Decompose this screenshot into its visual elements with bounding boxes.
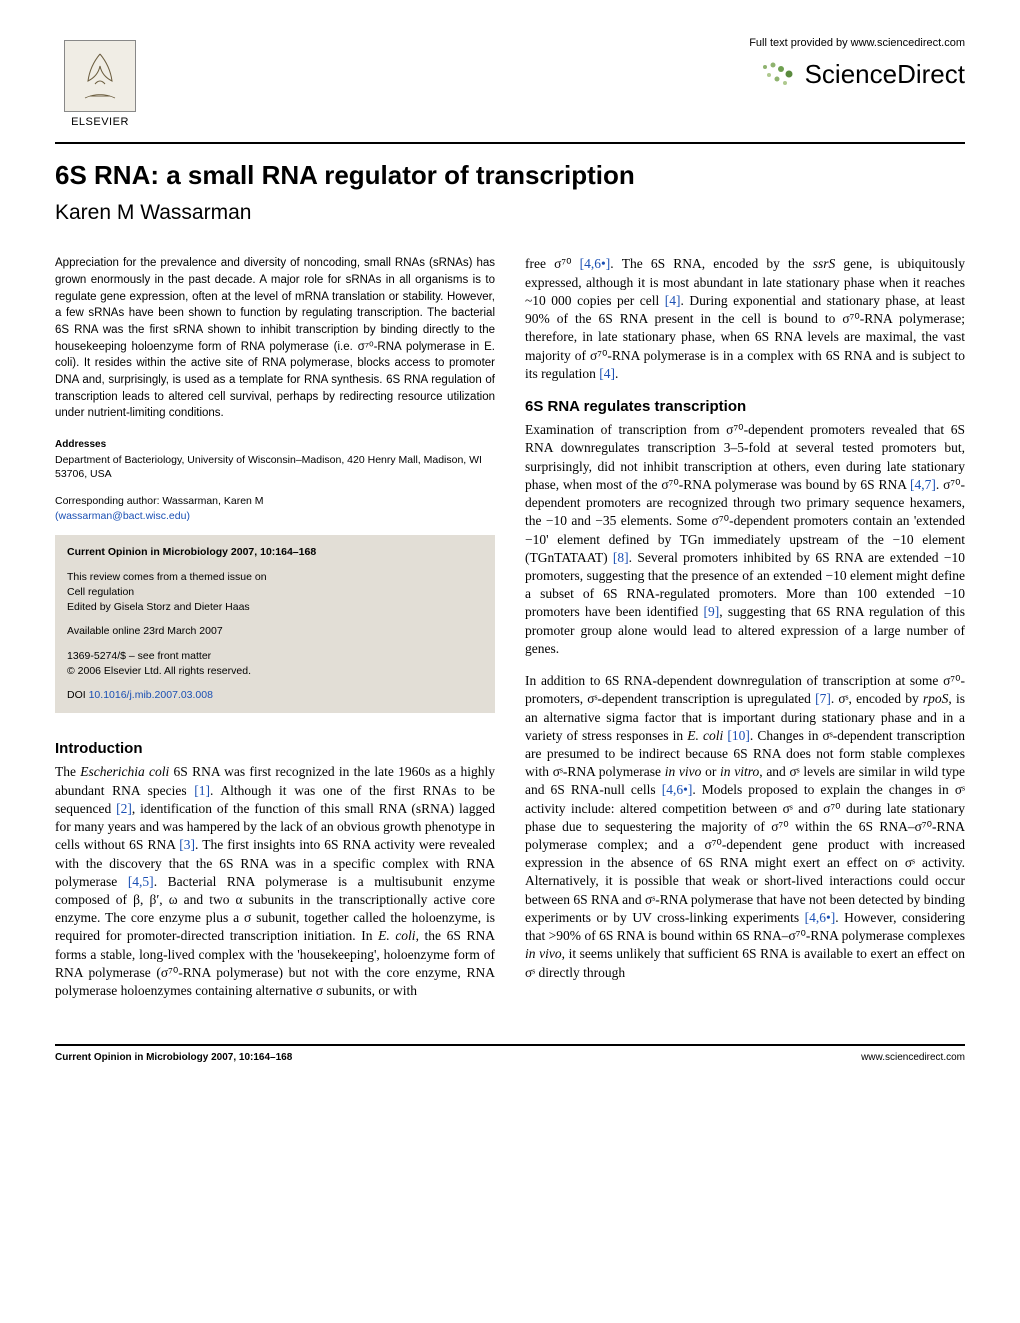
journal-info-box: Current Opinion in Microbiology 2007, 10…	[55, 535, 495, 713]
ref-link[interactable]: [8]	[613, 550, 629, 565]
article-title: 6S RNA: a small RNA regulator of transcr…	[55, 158, 965, 193]
text-span: . Models proposed to explain the changes…	[525, 782, 965, 925]
doi-link[interactable]: 10.1016/j.mib.2007.03.008	[89, 689, 213, 701]
header: ELSEVIER Full text provided by www.scien…	[55, 30, 965, 130]
provider-text: Full text provided by www.sciencedirect.…	[749, 36, 965, 51]
regulation-heading: 6S RNA regulates transcription	[525, 397, 965, 417]
issn-line: 1369-5274/$ – see front matter	[67, 650, 211, 662]
provider-block: Full text provided by www.sciencedirect.…	[749, 30, 965, 92]
doi-block: DOI 10.1016/j.mib.2007.03.008	[67, 688, 483, 703]
species-name: E. coli	[687, 728, 723, 743]
sciencedirect-icon	[757, 59, 797, 89]
provider-logo: ScienceDirect	[749, 57, 965, 92]
copyright-line: © 2006 Elsevier Ltd. All rights reserved…	[67, 665, 251, 677]
addresses-label: Addresses	[55, 438, 495, 452]
corresponding-email[interactable]: (wassarman@bact.wisc.edu)	[55, 510, 190, 522]
text-span: free σ⁷⁰	[525, 256, 580, 271]
left-column: Appreciation for the prevalence and dive…	[55, 255, 495, 1014]
latin-term: in vitro	[720, 764, 759, 779]
introduction-heading: Introduction	[55, 739, 495, 759]
footer-url: www.sciencedirect.com	[861, 1051, 965, 1065]
ref-link[interactable]: [7]	[815, 691, 831, 706]
gene-name: rpoS	[923, 691, 949, 706]
ref-link[interactable]: [4]	[665, 293, 681, 308]
text-span: or	[701, 764, 720, 779]
themed-line-2: Cell regulation	[67, 586, 134, 598]
regulation-paragraph-1: Examination of transcription from σ⁷⁰-de…	[525, 421, 965, 658]
right-column: free σ⁷⁰ [4,6•]. The 6S RNA, encoded by …	[525, 255, 965, 1014]
publisher-name: ELSEVIER	[71, 115, 129, 130]
themed-line-1: This review comes from a themed issue on	[67, 571, 267, 583]
text-span: , it seems unlikely that sufficient 6S R…	[525, 946, 965, 979]
corresponding-label: Corresponding author: Wassarman, Karen M	[55, 495, 264, 507]
ref-link[interactable]: [4,6•]	[662, 782, 693, 797]
elsevier-tree-icon	[64, 40, 136, 112]
corresponding-block: Corresponding author: Wassarman, Karen M…	[55, 494, 495, 523]
regulation-paragraph-2: In addition to 6S RNA-dependent downregu…	[525, 672, 965, 982]
gene-name: ssrS	[813, 256, 836, 271]
page-container: ELSEVIER Full text provided by www.scien…	[0, 0, 1020, 1090]
abstract: Appreciation for the prevalence and dive…	[55, 255, 495, 422]
ref-link[interactable]: [4,5]	[128, 874, 154, 889]
available-online: Available online 23rd March 2007	[67, 624, 483, 639]
introduction-paragraph: The Escherichia coli 6S RNA was first re…	[55, 763, 495, 1000]
ref-link[interactable]: [3]	[179, 837, 195, 852]
ref-link[interactable]: [4]	[599, 366, 615, 381]
ref-link[interactable]: [9]	[704, 604, 720, 619]
ref-link[interactable]: [1]	[194, 783, 210, 798]
two-column-layout: Appreciation for the prevalence and dive…	[55, 255, 965, 1014]
themed-issue: This review comes from a themed issue on…	[67, 570, 483, 616]
text-span: Examination of transcription from σ⁷⁰-de…	[525, 422, 965, 492]
text-span: The	[55, 764, 80, 779]
header-rule	[55, 142, 965, 144]
themed-line-3: Edited by Gisela Storz and Dieter Haas	[67, 601, 250, 613]
species-name: Escherichia coli	[80, 764, 169, 779]
latin-term: in vivo	[665, 764, 702, 779]
addresses-text: Department of Bacteriology, University o…	[55, 453, 495, 482]
ref-link[interactable]: [4,7]	[910, 477, 936, 492]
intro-continuation: free σ⁷⁰ [4,6•]. The 6S RNA, encoded by …	[525, 255, 965, 383]
page-footer: Current Opinion in Microbiology 2007, 10…	[55, 1044, 965, 1065]
ref-link[interactable]: [4,6•]	[580, 256, 611, 271]
ref-link[interactable]: [4,6•]	[805, 910, 836, 925]
footer-citation: Current Opinion in Microbiology 2007, 10…	[55, 1051, 292, 1065]
ref-link[interactable]: [10]	[727, 728, 750, 743]
publisher-block: ELSEVIER	[55, 30, 145, 130]
text-span: . The 6S RNA, encoded by the	[610, 256, 812, 271]
species-name: E. coli	[378, 928, 415, 943]
text-span: .	[615, 366, 618, 381]
text-span: . σˢ, encoded by	[831, 691, 923, 706]
ref-link[interactable]: [2]	[116, 801, 132, 816]
doi-label: DOI	[67, 689, 89, 701]
journal-citation: Current Opinion in Microbiology 2007, 10…	[67, 546, 316, 558]
provider-name: ScienceDirect	[805, 57, 965, 92]
author-name: Karen M Wassarman	[55, 199, 965, 227]
issn-copyright: 1369-5274/$ – see front matter © 2006 El…	[67, 649, 483, 679]
latin-term: in vivo	[525, 946, 562, 961]
